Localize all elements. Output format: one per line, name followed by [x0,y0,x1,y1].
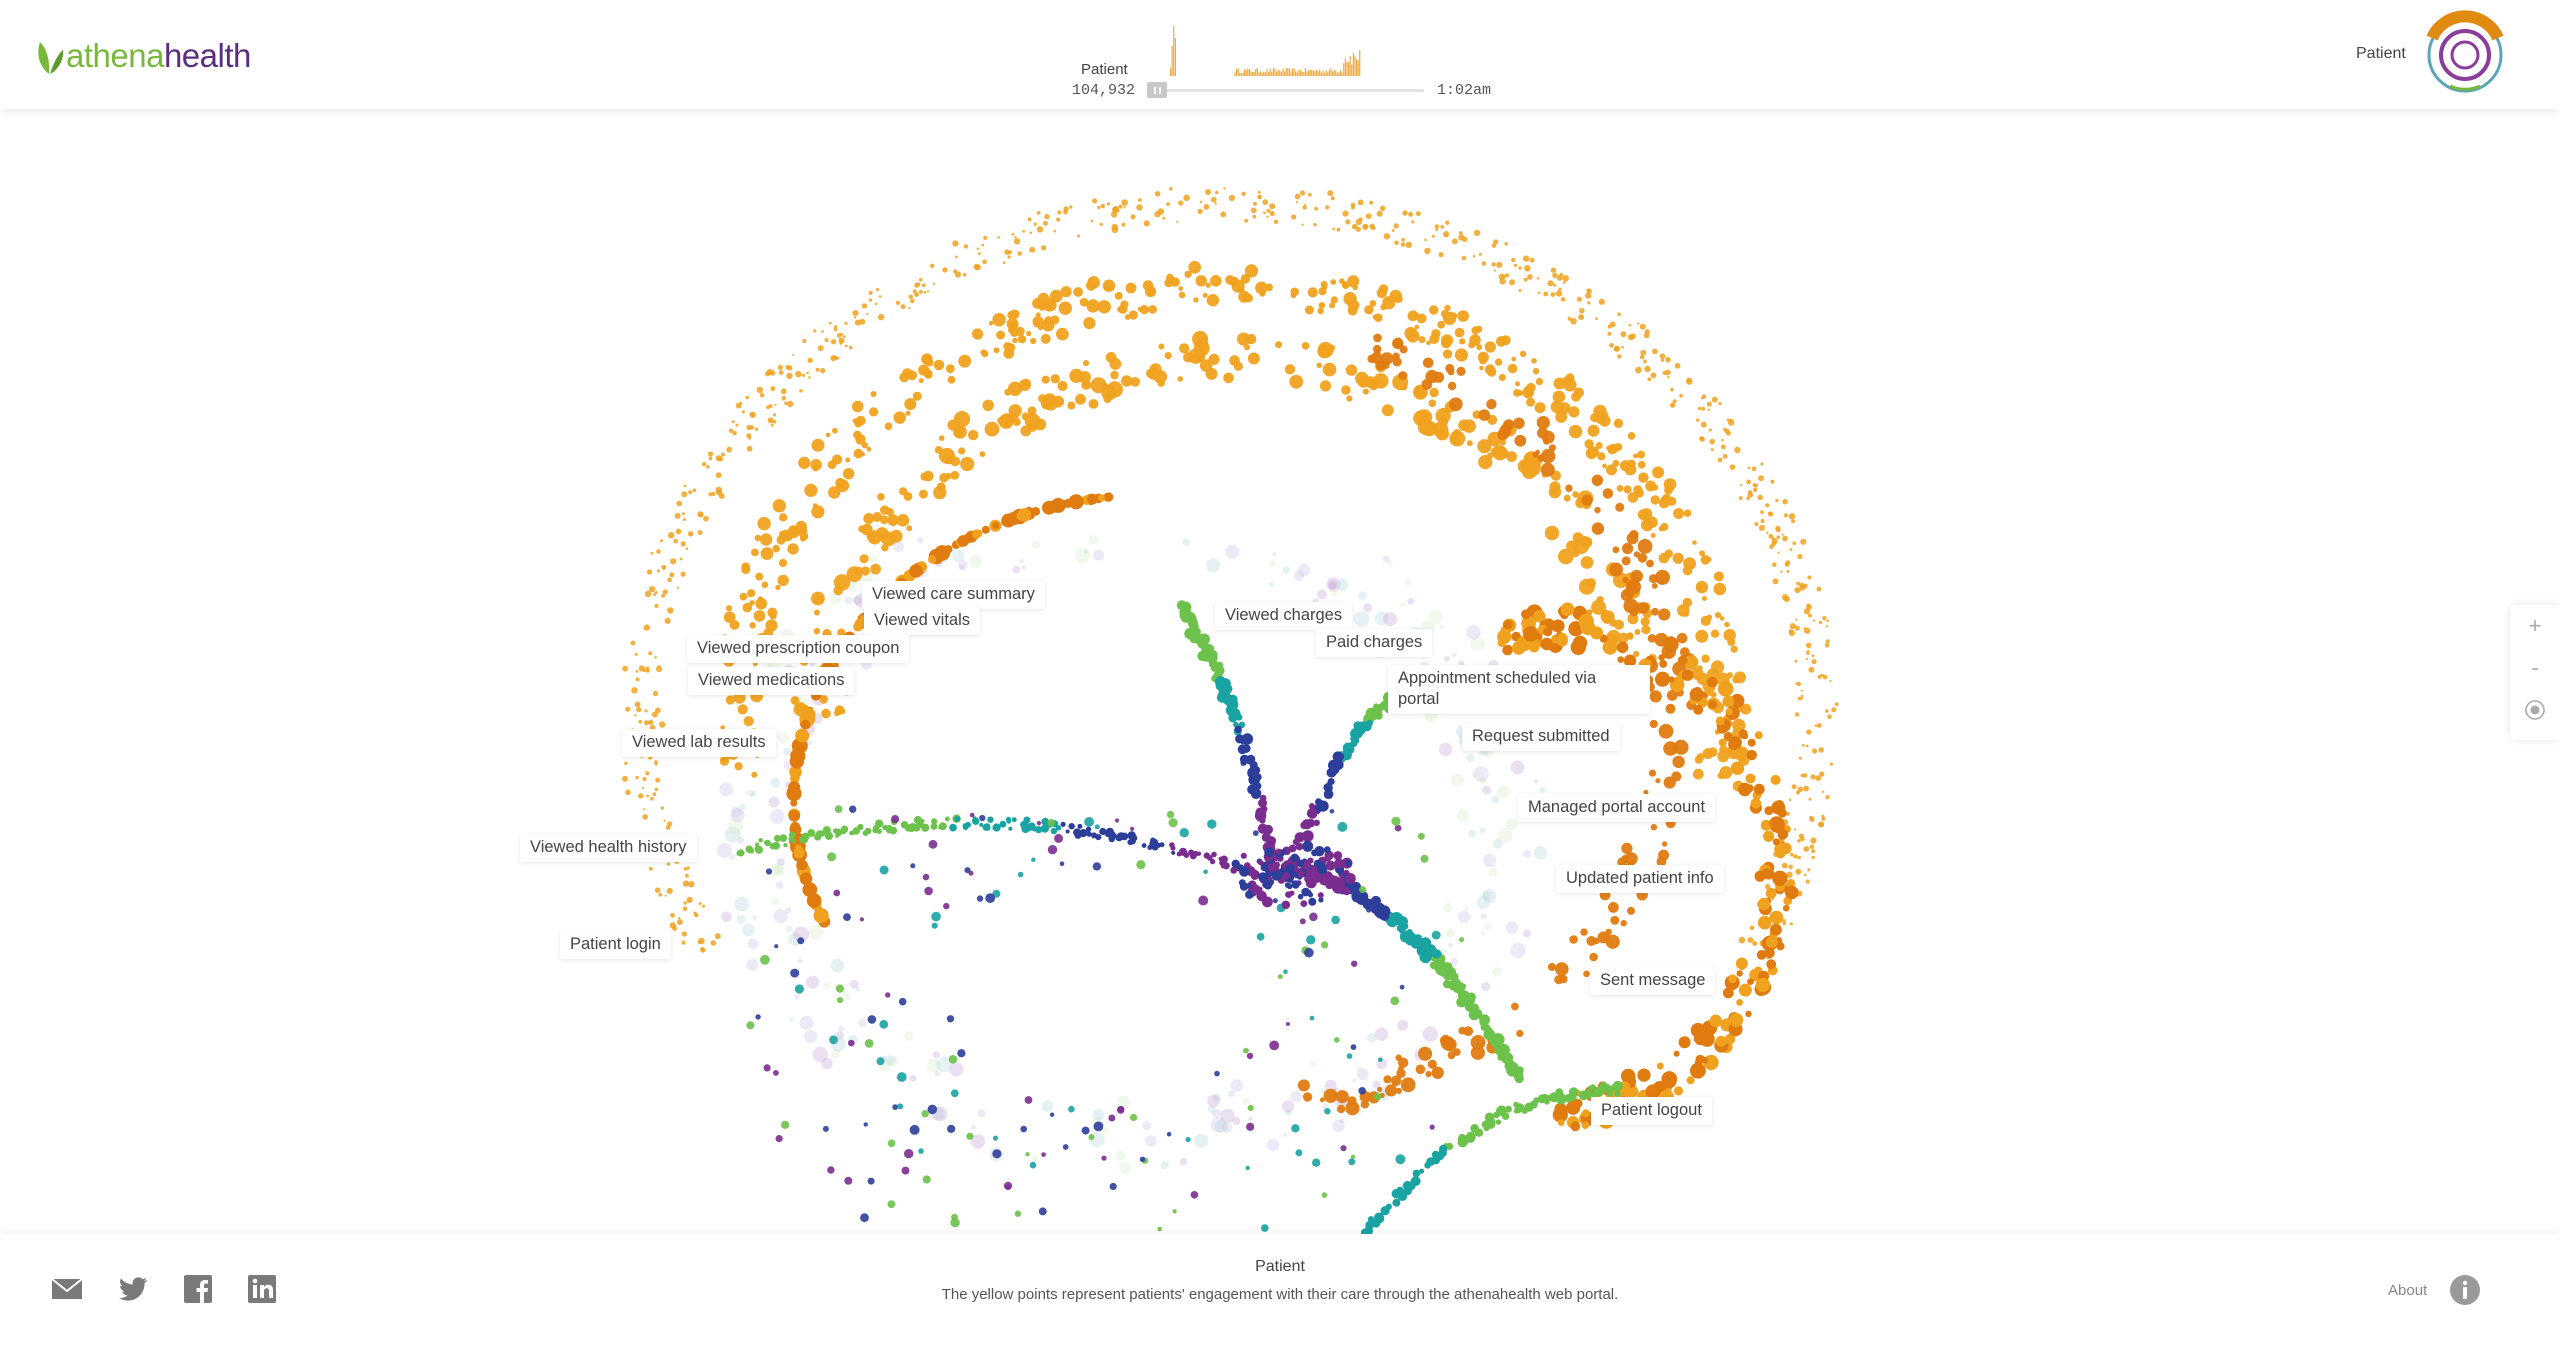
label-viewed-vitals: Viewed vitals [864,607,980,635]
timeline-scrubber: Patient 104,932 1:02am [1060,14,1510,104]
pause-icon-bar [1153,86,1156,94]
timeline-time: 1:02am [1437,82,1492,99]
logo-text: athenahealth [66,34,251,78]
facebook-icon[interactable] [181,1272,215,1306]
recenter-button[interactable] [2510,689,2560,731]
recenter-icon [2525,700,2545,720]
pause-button[interactable] [1147,82,1167,98]
label-viewed-charges: Viewed charges [1215,602,1353,630]
zoom-in-button[interactable]: + [2528,613,2542,638]
about-link[interactable]: About [2388,1282,2428,1299]
leaf-icon [38,42,64,74]
label-viewed-health-history: Viewed health history [520,834,697,862]
footer-bar: Patient The yellow points represent pati… [0,1234,2560,1345]
footer-description: The yellow points represent patients' en… [941,1286,1619,1303]
timeline-count: 104,932 [1072,82,1136,99]
timeline-label: Patient [1081,61,1128,78]
logo-text-athena: athena [66,37,164,74]
timeline-track[interactable] [1156,89,1424,92]
label-viewed-prescription-coupon: Viewed prescription coupon [687,635,910,663]
label-appointment-scheduled: Appointment scheduled via portal [1388,665,1650,714]
pause-icon-bar [1158,86,1161,94]
label-patient-login: Patient login [560,931,671,959]
label-viewed-medications: Viewed medications [688,667,855,695]
linkedin-icon[interactable] [245,1272,279,1306]
label-viewed-care-summary: Viewed care summary [862,581,1045,609]
label-request-submitted: Request submitted [1462,723,1620,751]
label-viewed-lab-results: Viewed lab results [622,729,776,757]
engagement-visualization[interactable]: Viewed care summary Viewed vitals Viewed… [0,109,2560,1238]
label-sent-message: Sent message [1590,967,1716,995]
top-bar: athenahealth Patient 104,932 1:02am Pati… [0,0,2560,109]
zoom-out-button[interactable]: - [2531,655,2539,680]
label-paid-charges: Paid charges [1316,629,1433,657]
activity-histogram [1170,26,1361,76]
logo-text-health: health [163,37,251,74]
label-patient-logout: Patient logout [1591,1097,1712,1125]
athenahealth-logo[interactable]: athenahealth [34,34,251,78]
zoom-controls: + - [2510,605,2560,740]
twitter-icon[interactable] [116,1272,150,1306]
label-managed-portal-account: Managed portal account [1518,794,1716,822]
info-icon[interactable] [2449,1274,2481,1306]
email-icon[interactable] [50,1272,84,1306]
point-cloud[interactable] [0,109,2560,1238]
mode-label: Patient [2356,45,2406,62]
footer-title: Patient [1255,1258,1305,1275]
label-updated-patient-info: Updated patient info [1556,865,1724,893]
target-icon[interactable] [2420,10,2510,100]
